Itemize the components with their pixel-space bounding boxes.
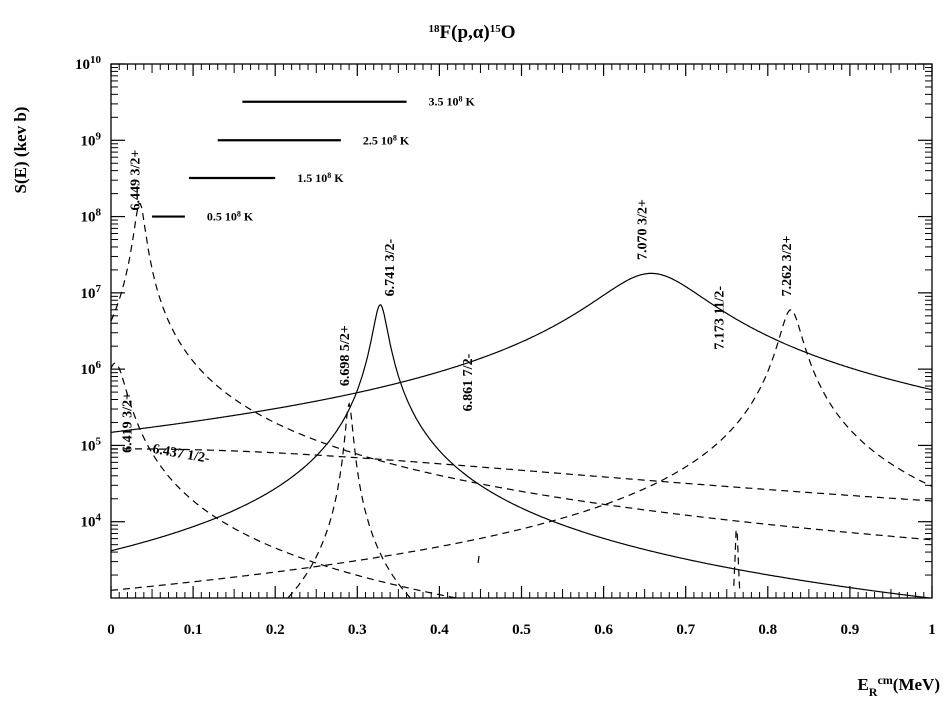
y-tick-label: 104 bbox=[81, 512, 102, 531]
resonance-curve bbox=[110, 203, 933, 541]
title-f: F(p, bbox=[440, 22, 474, 43]
temps-group: 0.5 108 K 1.5 108 K 2.5 108 K 3.5 108 K bbox=[152, 94, 476, 224]
y-tick-label: 109 bbox=[81, 130, 102, 149]
y-tick-label: 105 bbox=[81, 435, 102, 454]
resonance-label: 7.262 3/2+ bbox=[780, 235, 795, 296]
resonance-label: 6.861 7/2- bbox=[461, 353, 476, 411]
gamow-window-label: 2.5 108 K bbox=[363, 133, 410, 148]
x-axis-title-sup-cm: cm bbox=[877, 673, 892, 687]
x-tick-label: 0.2 bbox=[266, 622, 285, 638]
x-axis-title-sub-r: R bbox=[869, 685, 878, 699]
resonance-label: 6.698 5/2+ bbox=[338, 325, 353, 386]
x-tick-label: 0.4 bbox=[430, 622, 449, 638]
resonance-label: 7.070 3/2+ bbox=[635, 199, 650, 260]
x-axis-title-unit: (MeV) bbox=[893, 675, 940, 694]
resonance-curve bbox=[111, 448, 933, 502]
y-tick-label: 108 bbox=[81, 207, 102, 226]
resonance-curve bbox=[110, 362, 456, 599]
y-tick-label: 107 bbox=[81, 283, 102, 302]
resonance-curve bbox=[733, 529, 741, 591]
x-tick-label: 0.3 bbox=[348, 622, 367, 638]
resonance-curve bbox=[287, 401, 411, 599]
y-axis-title: S(E) (kev b) bbox=[11, 107, 30, 194]
title-close: ) bbox=[483, 22, 489, 43]
resonance-curve bbox=[110, 304, 930, 599]
chart-title: 18F(p,α)15O bbox=[429, 22, 516, 43]
resonance-curve bbox=[477, 553, 480, 563]
labels-group: 6.449 3/2+ 6.419 3/2+ 6.437 1/2- 6.698 5/2+… bbox=[121, 150, 795, 467]
gamow-window-label: 0.5 108 K bbox=[207, 209, 254, 224]
curves-group bbox=[110, 203, 933, 599]
x-axis-title: ERcm(MeV) bbox=[857, 673, 940, 699]
x-tick-label: 0.7 bbox=[676, 622, 695, 638]
x-tick-label: 1 bbox=[928, 622, 936, 638]
gamow-window-label: 3.5 108 K bbox=[429, 94, 476, 109]
ticks-group: 0 0.1 0.2 0.3 0.4 0.5 0.6 0.7 0.8 0.9 1 104 105 106 10… bbox=[75, 54, 936, 638]
resonance-label: 6.741 3/2- bbox=[383, 238, 398, 296]
x-axis-title-e: E bbox=[857, 675, 868, 694]
x-tick-label: 0.5 bbox=[512, 622, 531, 638]
y-tick-label: 106 bbox=[81, 359, 102, 378]
title-sup-15: 15 bbox=[490, 23, 502, 35]
title-alpha: α bbox=[473, 22, 484, 43]
x-tick-label: 0 bbox=[107, 622, 115, 638]
title-o: O bbox=[501, 22, 516, 43]
resonance-curve bbox=[110, 309, 933, 591]
resonance-label: 6.437 1/2- bbox=[151, 442, 211, 467]
x-tick-label: 0.1 bbox=[184, 622, 203, 638]
resonance-label: 7.173 11/2- bbox=[712, 286, 727, 350]
resonance-curve bbox=[110, 272, 933, 433]
title-sup-18: 18 bbox=[429, 23, 441, 35]
resonance-label: 6.419 3/2+ bbox=[121, 392, 136, 453]
plot-frame bbox=[110, 63, 933, 599]
x-tick-label: 0.8 bbox=[758, 622, 777, 638]
x-tick-label: 0.6 bbox=[594, 622, 613, 638]
y-tick-label: 1010 bbox=[75, 54, 102, 73]
x-tick-label: 0.9 bbox=[841, 622, 860, 638]
gamow-window-label: 1.5 108 K bbox=[297, 171, 344, 186]
resonance-label: 6.449 3/2+ bbox=[129, 150, 144, 211]
plot-frame-group bbox=[110, 63, 933, 599]
